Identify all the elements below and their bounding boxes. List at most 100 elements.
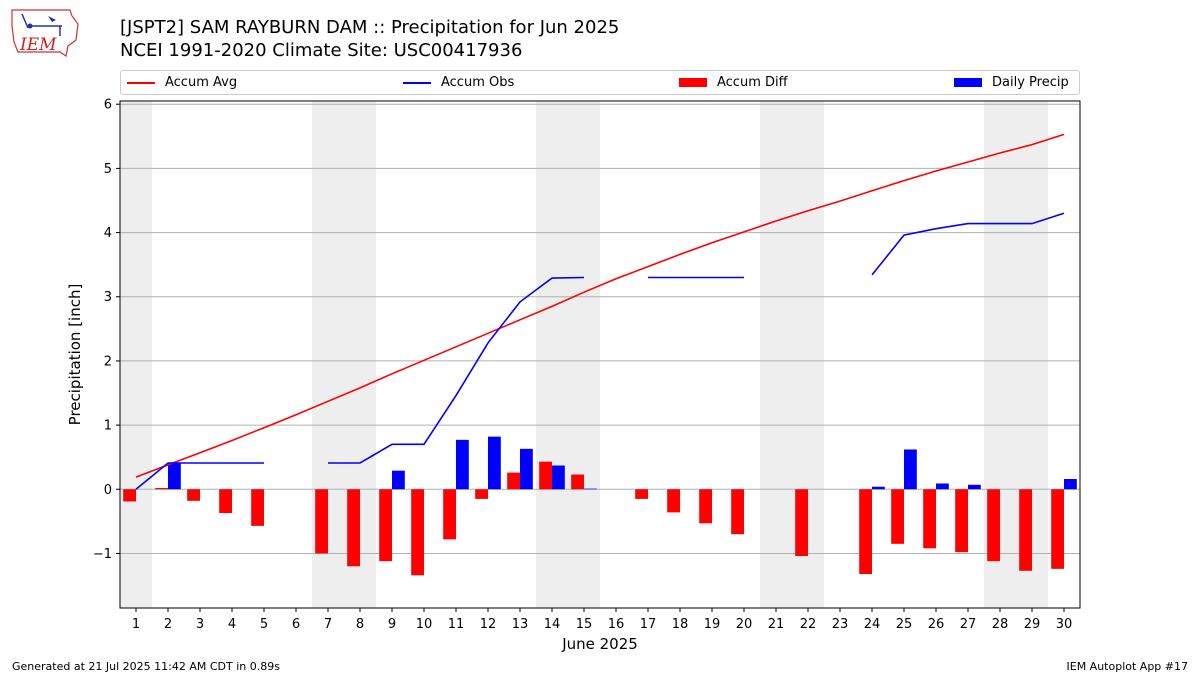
y-tick-label: −1 <box>93 547 112 562</box>
y-tick-label: 0 <box>104 483 112 498</box>
x-tick-label: 18 <box>672 617 689 632</box>
legend-swatch-accum-obs <box>403 81 431 84</box>
x-tick-label: 27 <box>960 617 977 632</box>
daily-precip-bar <box>552 465 565 490</box>
weekend-shade <box>536 101 600 608</box>
legend: Accum Avg Accum Obs Accum Diff Daily Pre… <box>120 70 1080 95</box>
diff-bar <box>731 489 744 535</box>
y-tick-label: 4 <box>104 226 112 241</box>
legend-swatch-accum-diff <box>679 78 707 87</box>
x-tick-label: 11 <box>448 617 465 632</box>
y-tick-label: 2 <box>104 354 112 369</box>
x-tick-label: 12 <box>480 617 497 632</box>
daily-precip-bar <box>904 449 917 490</box>
diff-bar <box>475 489 488 499</box>
daily-precip-bar <box>1064 479 1077 490</box>
x-tick-label: 10 <box>416 617 433 632</box>
legend-item-accum-avg: Accum Avg <box>127 75 237 90</box>
diff-bar <box>539 461 552 490</box>
x-tick-label: 16 <box>608 617 625 632</box>
diff-bar <box>571 474 584 490</box>
y-axis-label: Precipitation [inch] <box>66 284 84 426</box>
x-tick-label: 23 <box>832 617 849 632</box>
diff-bar <box>219 489 232 514</box>
diff-bar <box>507 472 520 490</box>
x-tick-label: 6 <box>292 617 300 632</box>
daily-precip-bar <box>520 448 533 490</box>
x-tick-label: 22 <box>800 617 817 632</box>
diff-bar <box>251 489 264 526</box>
diff-bar <box>347 489 360 567</box>
diff-bar <box>123 489 136 502</box>
daily-precip-bar <box>936 483 949 490</box>
plot-frame <box>119 100 1081 609</box>
x-tick-label: 13 <box>512 617 529 632</box>
legend-label-accum-avg: Accum Avg <box>165 75 238 90</box>
diff-bar <box>955 489 968 553</box>
legend-label-daily-precip: Daily Precip <box>992 75 1069 90</box>
daily-precip-bar <box>872 486 885 490</box>
x-tick-label: 26 <box>928 617 945 632</box>
x-tick-label: 19 <box>704 617 721 632</box>
daily-precip-bar <box>488 436 501 490</box>
daily-precip-bar <box>168 462 181 490</box>
x-tick-label: 28 <box>992 617 1009 632</box>
y-tick-label: 5 <box>104 162 112 177</box>
x-tick-label: 24 <box>864 617 881 632</box>
x-tick-label: 25 <box>896 617 913 632</box>
legend-item-accum-diff: Accum Diff <box>679 75 788 90</box>
weekend-shade <box>120 101 152 608</box>
x-tick-label: 30 <box>1056 617 1073 632</box>
diff-bar <box>795 489 808 557</box>
logo-text: IEM <box>19 35 57 55</box>
x-tick-label: 9 <box>388 617 396 632</box>
accum-avg-line <box>135 133 1065 478</box>
diff-bar <box>315 489 328 554</box>
diff-bar <box>155 487 168 490</box>
x-axis-label: June 2025 <box>561 635 638 653</box>
x-tick-label: 4 <box>228 617 236 632</box>
diff-bar <box>987 489 1000 562</box>
legend-label-accum-obs: Accum Obs <box>441 75 515 90</box>
diff-bar <box>379 489 392 562</box>
y-tick-label: 3 <box>104 290 112 305</box>
diff-bar <box>1019 489 1032 571</box>
diff-bar <box>635 489 648 499</box>
legend-swatch-accum-avg <box>127 81 155 84</box>
diff-bar <box>923 489 936 549</box>
x-tick-label: 29 <box>1024 617 1041 632</box>
legend-item-accum-obs: Accum Obs <box>403 75 514 90</box>
daily-precip-bar <box>968 484 981 490</box>
diff-bar <box>891 489 904 544</box>
legend-label-accum-diff: Accum Diff <box>717 75 788 90</box>
x-tick-label: 5 <box>260 617 268 632</box>
x-tick-label: 1 <box>132 617 140 632</box>
x-tick-label: 3 <box>196 617 204 632</box>
footer-generated: Generated at 21 Jul 2025 11:42 AM CDT in… <box>12 660 280 673</box>
legend-swatch-daily-precip <box>954 78 982 87</box>
y-tick-label: 6 <box>104 98 112 113</box>
diff-bar <box>443 489 456 540</box>
chart-subtitle: NCEI 1991-2020 Climate Site: USC00417936 <box>120 40 523 61</box>
x-tick-label: 17 <box>640 617 657 632</box>
x-tick-label: 21 <box>768 617 785 632</box>
daily-precip-bar <box>456 439 469 490</box>
daily-precip-bar <box>392 470 405 490</box>
chart-title: [JSPT2] SAM RAYBURN DAM :: Precipitation… <box>120 17 620 38</box>
x-tick-label: 20 <box>736 617 753 632</box>
diff-bar <box>1051 489 1064 569</box>
daily-precip-bar <box>584 488 597 490</box>
x-tick-label: 8 <box>356 617 364 632</box>
diff-bar <box>667 489 680 513</box>
y-tick-label: 1 <box>104 419 112 434</box>
footer-app: IEM Autoplot App #17 <box>1066 660 1189 673</box>
iem-logo: IEM <box>8 6 82 62</box>
diff-bar <box>859 489 872 574</box>
x-tick-label: 2 <box>164 617 172 632</box>
x-tick-label: 7 <box>324 617 332 632</box>
diff-bar <box>411 489 424 576</box>
x-tick-label: 14 <box>544 617 561 632</box>
accum-obs-line <box>135 212 1065 490</box>
diff-bar <box>187 489 200 501</box>
